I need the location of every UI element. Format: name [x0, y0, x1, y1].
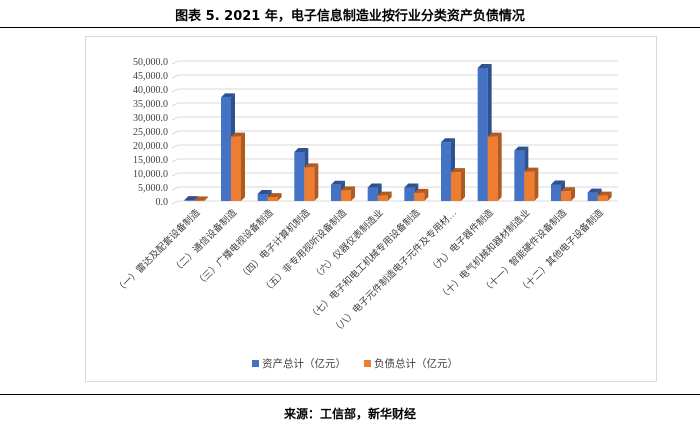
bar-assets: [331, 184, 341, 201]
x-tick-label: （八）电子元件制造电子元件及专用材…: [330, 207, 459, 336]
legend-label: 资产总计（亿元）: [262, 357, 346, 370]
bar-side: [204, 196, 209, 201]
bar-liabilities: [597, 195, 608, 201]
bar-liabilities: [341, 190, 351, 201]
y-tick-label: 35,000.0: [133, 99, 168, 110]
bar-top: [341, 186, 355, 191]
y-tick-label: 20,000.0: [133, 141, 168, 152]
gridline-depth: [171, 116, 179, 121]
x-tick-label: （二）通信设备制造: [170, 206, 239, 275]
bar-top: [194, 196, 209, 201]
bar-assets: [257, 194, 268, 201]
legend-swatch: [364, 360, 371, 367]
y-tick-label: 45,000.0: [133, 71, 168, 82]
bar-top: [597, 191, 612, 196]
bar-liabilities: [561, 191, 571, 201]
bar-side: [277, 193, 282, 201]
gridline-depth: [171, 88, 179, 93]
bottom-rule: [0, 394, 700, 395]
bar-liabilities: [267, 197, 278, 201]
bar-top: [231, 132, 245, 137]
bar-top: [551, 180, 565, 185]
bar-top: [414, 188, 429, 193]
bar-side: [351, 186, 355, 201]
bar-assets: [477, 68, 488, 201]
bar-liabilities: [377, 195, 388, 201]
bar-side: [534, 167, 539, 201]
bar-top: [441, 138, 455, 143]
x-tick-label: （四）电子计算机制造: [237, 206, 313, 282]
bar-assets: [404, 187, 415, 201]
bar-side: [571, 187, 575, 201]
gridline-depth: [171, 74, 179, 79]
bar-top: [367, 183, 382, 188]
bar-assets: [184, 200, 195, 201]
bar-top: [404, 183, 419, 188]
bar-assets: [294, 152, 305, 201]
bar-assets: [587, 192, 598, 201]
bar-top: [514, 146, 529, 151]
gridline-depth: [171, 60, 179, 65]
figure-title: 图表 5. 2021 年，电子信息制造业按行业分类资产负债情况: [175, 9, 525, 24]
bar-assets: [367, 187, 378, 201]
bar-top: [524, 167, 539, 172]
chart-frame: [85, 36, 657, 382]
y-tick-label: 10,000.0: [133, 169, 168, 180]
bar-liabilities: [487, 136, 498, 201]
bar-liabilities: [451, 172, 461, 201]
y-tick-label: 30,000.0: [133, 113, 168, 124]
bar-top: [294, 148, 309, 152]
gridline-depth: [171, 186, 179, 191]
y-tick-label: 15,000.0: [133, 155, 168, 166]
bar-side: [461, 168, 465, 201]
bar-side: [497, 132, 502, 201]
bar-side: [314, 163, 319, 201]
bar-top: [561, 187, 575, 192]
legend-swatch: [252, 360, 259, 367]
bar-top: [304, 163, 319, 168]
bar-top: [221, 93, 235, 98]
x-tick-label: （六）仪器仪表制造业: [310, 207, 386, 283]
bar-side: [607, 191, 612, 201]
gridline-depth: [171, 172, 179, 177]
y-tick-label: 40,000.0: [133, 85, 168, 96]
y-tick-label: 25,000.0: [133, 127, 168, 138]
bar-top: [377, 191, 392, 196]
bar-liabilities: [524, 171, 535, 201]
bar-top: [184, 196, 199, 201]
bar-top: [587, 188, 602, 193]
y-tick-label: 50,000.0: [133, 57, 168, 68]
bar-liabilities: [304, 167, 315, 201]
bar-side: [241, 132, 245, 201]
bar-assets: [514, 150, 525, 201]
legend-label: 负债总计（亿元）: [374, 357, 458, 370]
top-rule: [0, 27, 700, 28]
source-note: 来源：工信部，新华财经: [283, 407, 416, 421]
y-tick-label: 5,000.0: [138, 183, 168, 194]
bar-assets: [551, 184, 561, 201]
gridline-depth: [171, 200, 179, 205]
y-tick-label: 0.0: [156, 197, 169, 208]
bar-liabilities: [414, 192, 425, 201]
bar-top: [257, 190, 272, 194]
gridline-depth: [171, 144, 179, 149]
bar-top: [477, 64, 492, 68]
gridline-depth: [171, 102, 179, 107]
bar-side: [387, 191, 392, 201]
bar-liabilities: [231, 136, 241, 201]
bar-top: [331, 180, 345, 185]
bar-assets: [221, 97, 231, 201]
bar-top: [267, 193, 282, 198]
gridline-depth: [171, 130, 179, 135]
bar-top: [487, 132, 502, 137]
bar-side: [424, 188, 429, 201]
gridline-depth: [171, 158, 179, 163]
bar-liabilities: [194, 200, 205, 201]
bar-assets: [441, 142, 451, 201]
bar-top: [451, 168, 465, 173]
x-tick-label: （九）电子器件制造: [427, 206, 496, 275]
